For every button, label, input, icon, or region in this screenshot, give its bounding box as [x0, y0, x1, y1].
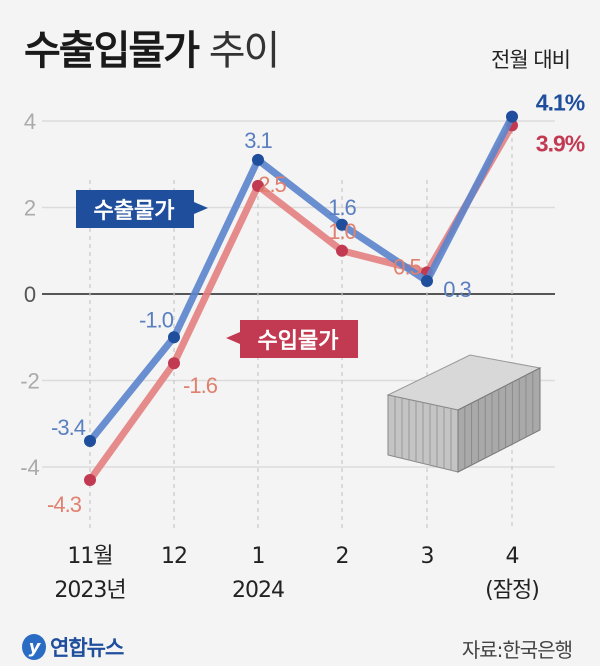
data-label: 1.6 — [328, 195, 356, 220]
import-callout-box — [226, 320, 358, 358]
logo-icon: y — [22, 634, 46, 660]
data-label: 0.5 — [393, 254, 421, 279]
x-tick-label: 4 — [506, 544, 519, 569]
x-tick-label: 2024 — [232, 578, 284, 603]
data-label: 2.5 — [258, 172, 286, 197]
data-label: 3.1 — [244, 128, 272, 153]
data-label: 4.1% — [536, 90, 585, 116]
data-point — [336, 218, 348, 231]
export-callout-label: 수출물가 — [94, 199, 175, 224]
data-label: -3.4 — [51, 415, 86, 440]
title-bold: 수출입물가 — [24, 28, 200, 74]
x-tick-label: 11월 — [67, 544, 112, 569]
series-line-export — [87, 115, 516, 444]
x-tick-label: 1 — [252, 544, 265, 569]
y-tick-label: -4 — [20, 455, 40, 480]
unit-label: 전월 대비 — [491, 48, 571, 72]
x-tick-label: 2 — [336, 544, 349, 569]
data-point — [252, 179, 264, 192]
import-callout-label: 수입물가 — [258, 329, 339, 354]
data-point — [336, 244, 348, 257]
x-tick-label: (잠정) — [485, 578, 539, 603]
data-point — [84, 435, 96, 448]
data-point — [421, 275, 433, 288]
yonhap-logo: y 연합뉴스 — [22, 632, 124, 662]
data-label: -4.3 — [47, 492, 82, 517]
chart-title: 수출입물가 추이 — [24, 18, 281, 76]
x-tick-label: 3 — [421, 544, 434, 569]
title-light: 추이 — [208, 28, 281, 74]
y-tick-label: 4 — [24, 109, 36, 134]
x-tick-label: 2023년 — [54, 578, 125, 603]
data-label: -1.0 — [139, 307, 174, 332]
data-label: 0.3 — [443, 277, 471, 302]
container-icon — [386, 354, 542, 473]
data-label: 1.0 — [328, 219, 356, 244]
y-tick-label: 2 — [24, 196, 36, 221]
data-point — [84, 473, 96, 486]
data-label: -1.6 — [183, 373, 218, 398]
data-point — [506, 110, 518, 123]
data-point — [168, 331, 180, 344]
y-tick-label: 0 — [24, 282, 36, 307]
logo-text: 연합뉴스 — [50, 636, 124, 660]
data-point — [168, 357, 180, 370]
x-tick-label: 12 — [161, 544, 187, 569]
data-label: 3.9% — [536, 130, 585, 156]
export-callout-box — [76, 190, 208, 228]
data-point — [252, 153, 264, 166]
y-tick-label: -2 — [20, 369, 40, 394]
source-label: 자료:한국은행 — [461, 638, 573, 662]
